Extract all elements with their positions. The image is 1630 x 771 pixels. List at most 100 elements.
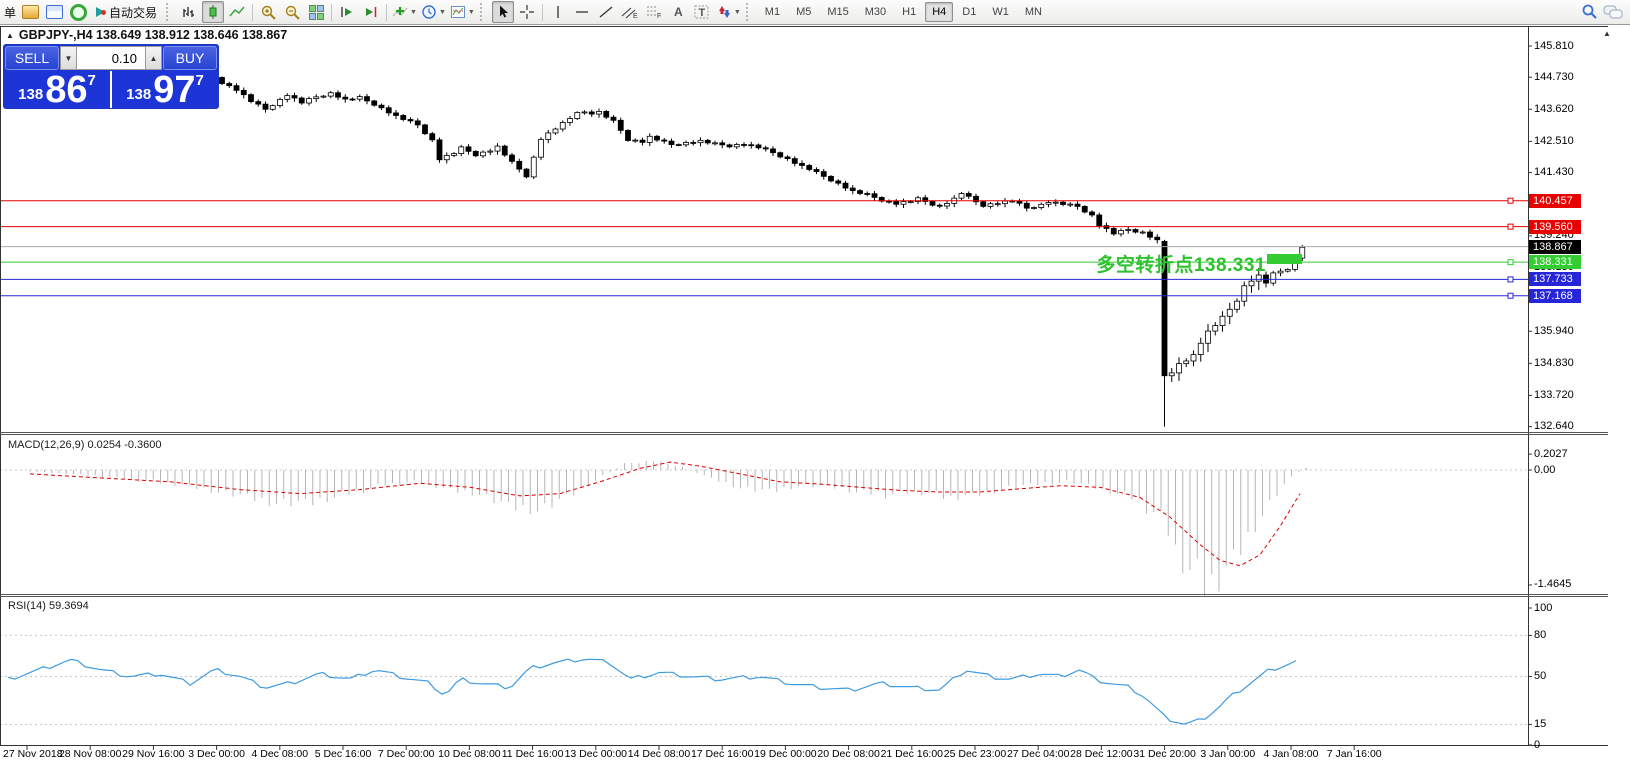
rsi-axis-15: 15 (1534, 717, 1547, 730)
rsi-axis-100: 100 (1534, 601, 1553, 614)
rsi-indicator-label: RSI(14) 59.3694 (8, 600, 89, 612)
macd-indicator-label: MACD(12,26,9) 0.0254 -0.3600 (8, 439, 162, 451)
volume-increase-button[interactable]: ▲ (145, 46, 162, 70)
bull-bear-turning-point-annotation[interactable]: 多空转折点138.331 (1096, 255, 1266, 276)
price-tick-134.830: 134.830 (1534, 356, 1574, 369)
auto-trading-label: 自动交易 (109, 5, 158, 20)
hline-handle[interactable] (1507, 259, 1514, 266)
green-rectangle-object[interactable] (1267, 254, 1302, 264)
sell-price[interactable]: 138 86 7 (18, 68, 96, 109)
hline-handle[interactable] (1507, 197, 1514, 204)
time-label-18: 28 Dec 12:00 (1070, 748, 1133, 760)
market-watch-icon[interactable] (43, 1, 65, 23)
zoom-out-icon[interactable] (281, 1, 303, 23)
cursor-icon[interactable] (491, 1, 514, 23)
price-tick-142.510: 142.510 (1534, 134, 1574, 147)
time-label-19: 31 Dec 20:00 (1133, 748, 1196, 760)
new-order-icon[interactable] (19, 1, 41, 23)
timeframe-h1[interactable]: H1 (902, 6, 917, 18)
vertical-line-icon[interactable] (547, 1, 569, 23)
timeframe-m15[interactable]: M15 (827, 6, 849, 18)
buy-price[interactable]: 138 97 7 (126, 68, 204, 109)
price-tick-135.940: 135.940 (1534, 324, 1574, 337)
price-tick-143.620: 143.620 (1534, 102, 1574, 115)
rsi-axis-50: 50 (1534, 670, 1547, 682)
auto-scroll-icon[interactable] (360, 1, 382, 23)
horizontal-line-icon[interactable] (571, 1, 593, 23)
chevron-down-icon: ▼ (467, 8, 475, 16)
macd-axis-0.2027: 0.2027 (1534, 447, 1568, 460)
equidistant-channel-icon[interactable]: E (619, 1, 641, 23)
toolbar-grip[interactable] (745, 3, 752, 21)
timeframe-w1[interactable]: W1 (992, 6, 1009, 18)
time-label-12: 17 Dec 16:00 (690, 748, 754, 760)
search-icon[interactable] (1578, 1, 1600, 23)
rsi-line (7, 658, 1297, 725)
ea-signal-icon[interactable] (67, 1, 89, 23)
candlestick-series (219, 76, 1306, 427)
hline-handle[interactable] (1507, 276, 1514, 283)
fibonacci-icon[interactable]: F (643, 1, 665, 23)
chart-title: ▲ GBPJPY-,H4 138.649 138.912 138.646 138… (6, 28, 287, 42)
chart-canvas[interactable] (0, 26, 1630, 771)
time-label-8: 10 Dec 08:00 (438, 748, 501, 760)
price-line-label-138.867: 138.867 (1529, 239, 1581, 254)
time-label-6: 5 Dec 16:00 (314, 748, 372, 760)
volume-decrease-button[interactable]: ▼ (60, 46, 77, 70)
price-tick-132.640: 132.640 (1534, 420, 1574, 433)
chevron-down-icon: ▼ (438, 8, 446, 16)
svg-text:T: T (698, 7, 705, 19)
time-label-10: 13 Dec 00:00 (564, 748, 628, 760)
time-label-9: 11 Dec 16:00 (501, 748, 564, 760)
new-order-button[interactable]: 单 (4, 5, 17, 20)
collapse-arrow-icon[interactable]: ▲ (6, 30, 14, 40)
auto-trading-icon (96, 7, 107, 17)
add-indicator-button[interactable]: ▼ (391, 1, 418, 23)
svg-text:A: A (674, 5, 683, 19)
time-label-4: 3 Dec 00:00 (188, 748, 245, 760)
tile-windows-icon[interactable] (305, 1, 327, 23)
chart-title-text: GBPJPY-,H4 138.649 138.912 138.646 138.8… (18, 28, 288, 42)
hline-handle[interactable] (1507, 292, 1514, 299)
candlestick-chart-type-icon[interactable] (202, 1, 225, 23)
line-chart-type-icon[interactable] (226, 1, 248, 23)
svg-text:F: F (657, 13, 661, 20)
periods-button[interactable]: ▼ (420, 1, 447, 23)
panel-collapse-arrow-icon[interactable]: ▲ (1603, 29, 1611, 38)
buy-button[interactable]: BUY (163, 46, 217, 70)
chat-icon[interactable] (1602, 1, 1624, 23)
auto-trading-button[interactable]: 自动交易 (91, 1, 162, 23)
time-label-2: 28 Nov 08:00 (58, 748, 122, 760)
time-label-11: 14 Dec 08:00 (627, 748, 691, 760)
timeframe-h4[interactable]: H4 (925, 2, 954, 22)
volume-input[interactable]: 0.10 (77, 46, 145, 70)
scroll-to-end-icon[interactable] (336, 1, 358, 23)
macd-signal-line (29, 461, 1301, 567)
macd-axis--1.4645: -1.4645 (1534, 578, 1572, 591)
templates-button[interactable]: ▼ (449, 1, 476, 23)
time-label-14: 20 Dec 08:00 (817, 748, 880, 760)
bar-chart-type-icon[interactable] (178, 1, 200, 23)
zoom-in-icon[interactable] (257, 1, 279, 23)
timeframe-m30[interactable]: M30 (864, 6, 887, 18)
timeframe-mn[interactable]: MN (1024, 6, 1042, 18)
rsi-axis-0: 0 (1534, 738, 1541, 751)
hline-handle[interactable] (1507, 223, 1514, 230)
trendline-icon[interactable] (595, 1, 617, 23)
time-label-22: 7 Jan 16:00 (1326, 748, 1382, 760)
sell-button[interactable]: SELL (5, 46, 59, 70)
text-label-icon[interactable]: T (691, 1, 713, 23)
arrow-tools-button[interactable]: ▼ (715, 1, 742, 23)
timeframe-m1[interactable]: M1 (764, 6, 781, 18)
time-label-3: 29 Nov 16:00 (122, 748, 185, 760)
toolbar-grip[interactable] (166, 3, 172, 21)
toolbar-grip[interactable] (479, 3, 486, 21)
rsi-axis-80: 80 (1534, 628, 1547, 641)
crosshair-icon[interactable] (516, 1, 538, 23)
timeframe-d1[interactable]: D1 (962, 6, 977, 18)
timeframe-m5[interactable]: M5 (796, 6, 812, 18)
time-label-21: 4 Jan 08:00 (1263, 748, 1319, 760)
text-icon[interactable]: A (667, 1, 689, 23)
time-label-5: 4 Dec 08:00 (251, 748, 309, 760)
